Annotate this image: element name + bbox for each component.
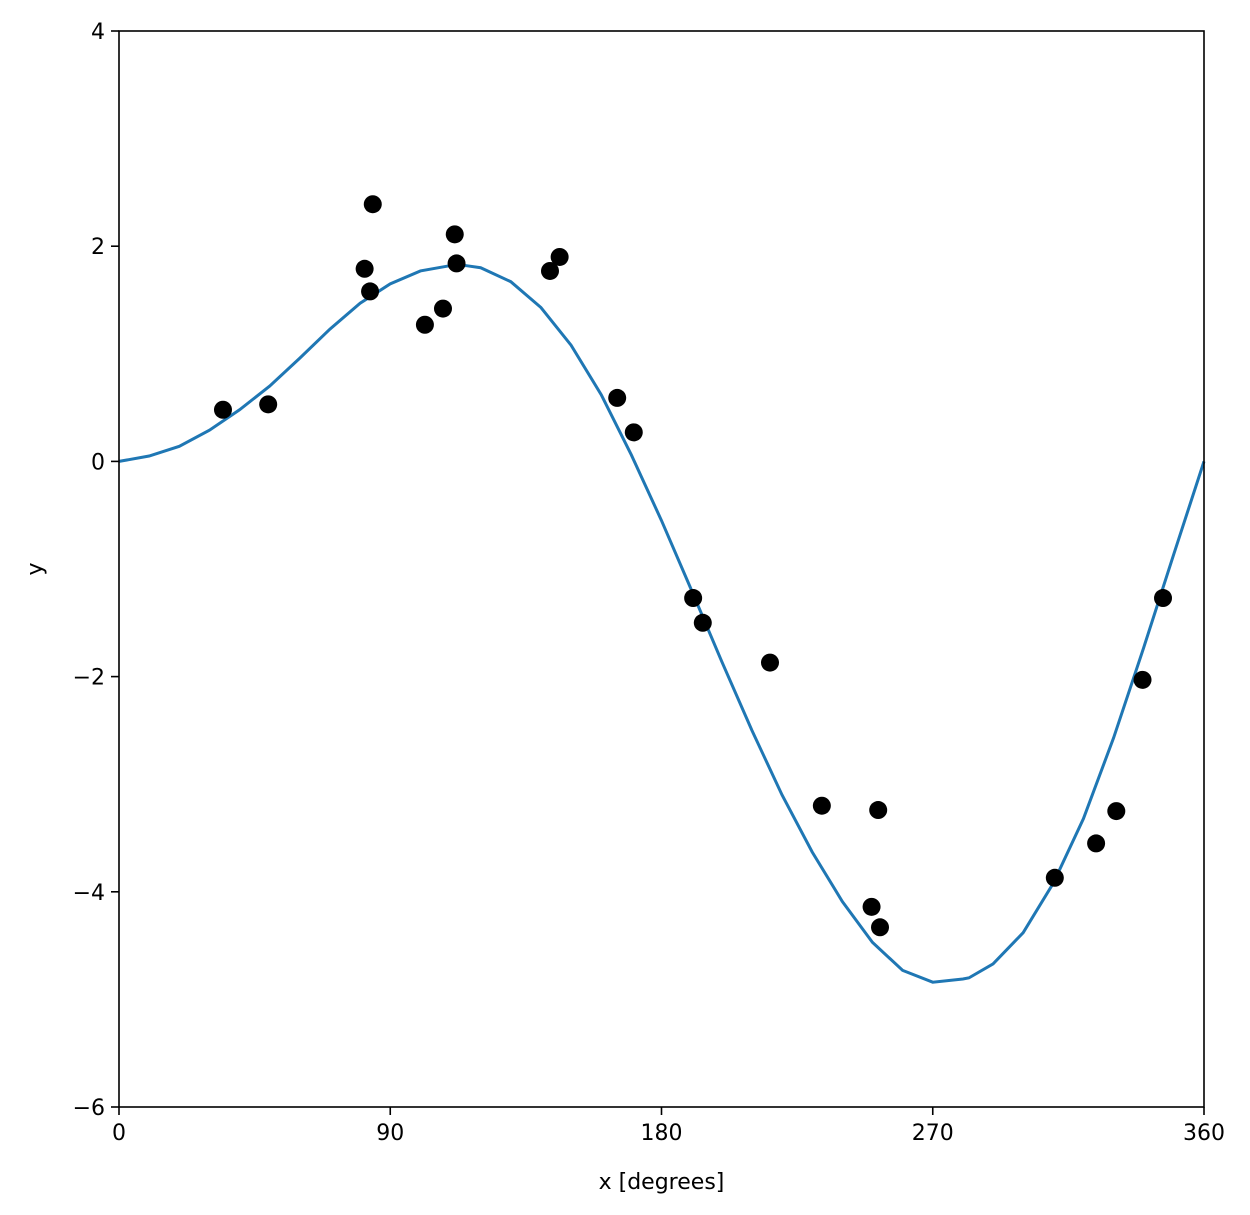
data-point xyxy=(871,918,890,937)
data-point xyxy=(355,259,374,278)
data-point xyxy=(213,400,232,419)
data-point xyxy=(869,801,888,820)
y-tick-label: −4 xyxy=(73,881,105,906)
data-point xyxy=(447,254,466,273)
plot-area xyxy=(118,195,1206,984)
x-tick-label: 90 xyxy=(376,1121,404,1146)
data-point xyxy=(624,423,643,442)
x-tick-label: 270 xyxy=(912,1121,954,1146)
data-point xyxy=(761,653,779,672)
data-point xyxy=(693,613,712,632)
data-point xyxy=(415,315,434,334)
data-point xyxy=(1087,834,1106,853)
y-axis-ticks: −6 −4 −2 0 2 4 xyxy=(73,20,119,1121)
y-tick-label: −2 xyxy=(73,666,105,691)
x-tick-label: 360 xyxy=(1183,1121,1225,1146)
x-axis-ticks: 0 90 180 270 360 xyxy=(112,1107,1225,1146)
data-point xyxy=(363,195,382,214)
data-point xyxy=(812,796,831,815)
data-point xyxy=(684,589,703,608)
fit-curve-line xyxy=(118,264,1206,984)
data-point xyxy=(1133,670,1152,689)
data-point xyxy=(445,225,464,244)
data-point xyxy=(862,897,881,916)
data-point xyxy=(433,299,452,318)
data-point xyxy=(550,247,569,266)
x-tick-label: 180 xyxy=(641,1121,683,1146)
data-point xyxy=(361,282,380,301)
x-tick-label: 0 xyxy=(112,1121,126,1146)
data-points xyxy=(213,195,1173,937)
data-point xyxy=(1107,802,1126,821)
y-axis-label: y xyxy=(23,562,48,575)
data-point xyxy=(259,395,278,414)
data-point xyxy=(1045,868,1064,887)
y-tick-label: 0 xyxy=(91,450,105,475)
data-point xyxy=(608,388,627,407)
data-point xyxy=(540,261,559,280)
data-point xyxy=(1154,589,1173,608)
y-tick-label: 4 xyxy=(91,20,105,45)
x-axis-label: x [degrees] xyxy=(599,1170,725,1195)
y-tick-label: −6 xyxy=(73,1096,105,1121)
y-tick-label: 2 xyxy=(91,235,105,260)
